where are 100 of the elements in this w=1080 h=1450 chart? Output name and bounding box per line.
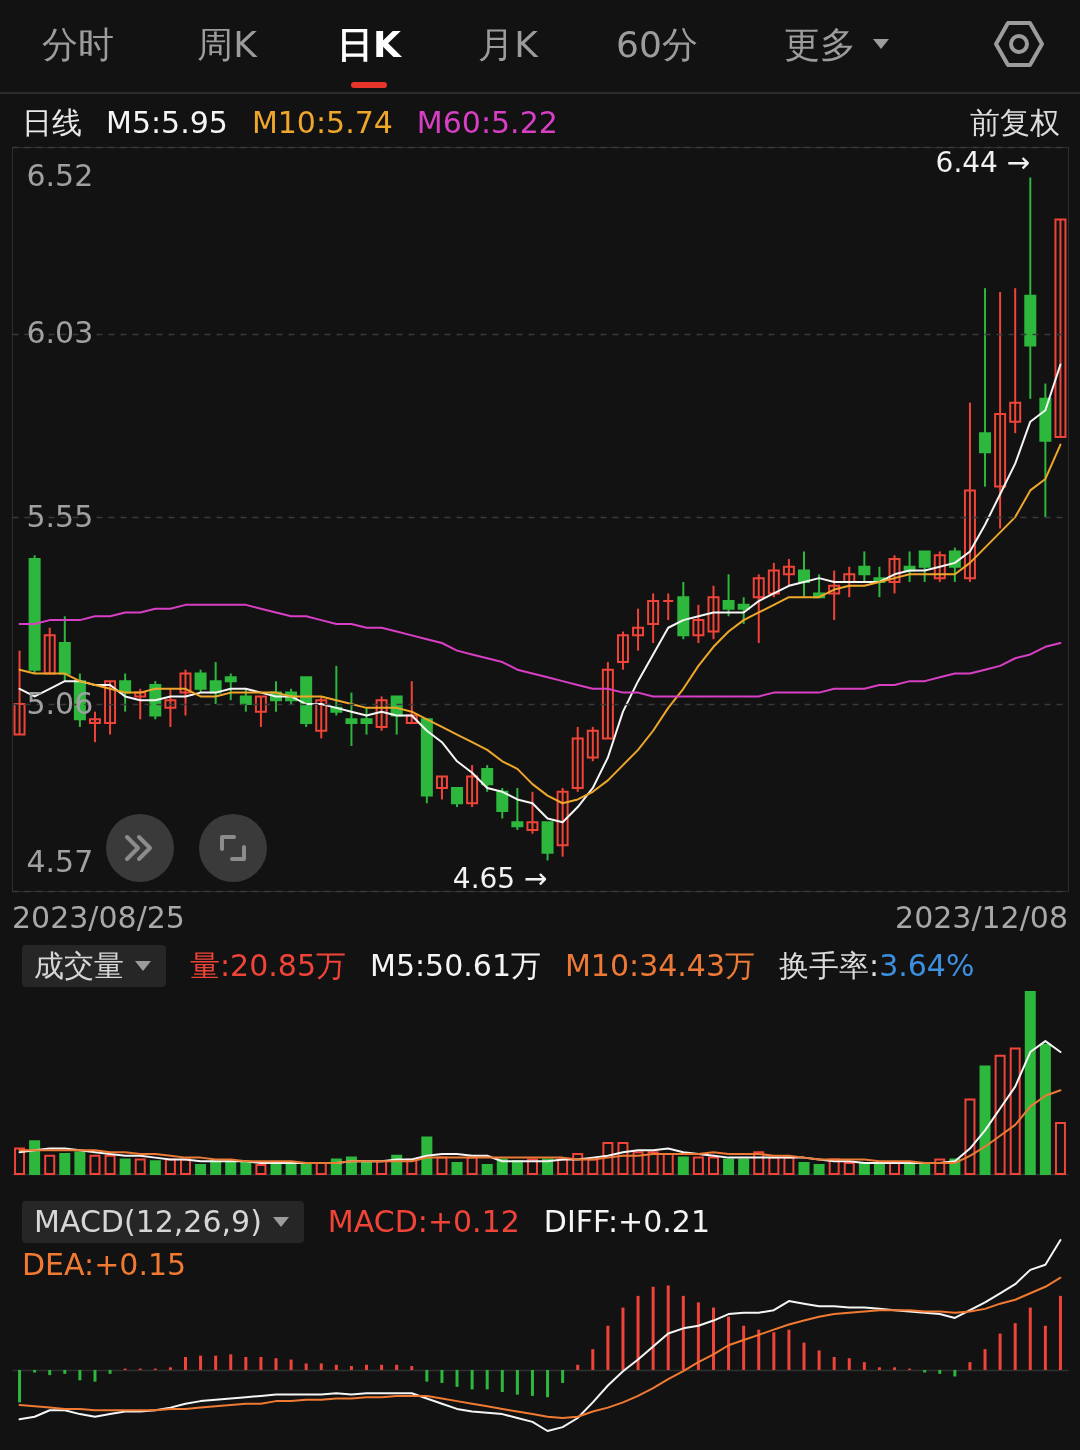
bar xyxy=(979,1065,991,1175)
y-tick-label: 5.55 xyxy=(26,498,94,534)
bar xyxy=(78,1369,82,1381)
bar xyxy=(168,1367,172,1370)
bar xyxy=(33,1369,37,1373)
bar xyxy=(455,1369,459,1387)
bar xyxy=(862,1362,866,1370)
text: M5:50.61万 xyxy=(370,947,541,985)
bar xyxy=(183,1356,187,1370)
text: 周K xyxy=(197,24,257,66)
bar xyxy=(410,1366,414,1370)
bar xyxy=(647,1151,659,1175)
bar xyxy=(696,1302,700,1370)
bar xyxy=(365,1364,369,1370)
bar xyxy=(621,1307,625,1370)
bar xyxy=(406,1158,418,1175)
bar xyxy=(18,1369,22,1403)
text: 更多 xyxy=(784,24,856,66)
text: M5:5.95 xyxy=(106,104,228,142)
bar xyxy=(380,1364,384,1370)
bar xyxy=(485,1369,489,1390)
bar xyxy=(14,1147,26,1175)
bar xyxy=(889,1162,901,1175)
bar xyxy=(255,1163,267,1175)
bar xyxy=(436,1156,448,1175)
bar xyxy=(681,1295,685,1370)
bar xyxy=(632,1151,644,1175)
bar xyxy=(557,1158,569,1175)
bar xyxy=(651,1286,655,1370)
bar xyxy=(104,1154,116,1175)
bar xyxy=(591,1349,595,1370)
bar xyxy=(440,1369,444,1383)
bar xyxy=(576,1364,580,1370)
bar xyxy=(304,1363,308,1370)
bar xyxy=(768,1156,780,1175)
bar xyxy=(772,1332,776,1370)
bar xyxy=(179,1158,191,1175)
bar xyxy=(93,1369,97,1382)
bar xyxy=(998,1333,1002,1370)
bar xyxy=(783,1156,795,1175)
bar xyxy=(934,1158,946,1175)
bar xyxy=(742,1325,746,1370)
bar xyxy=(798,1162,810,1175)
legend-title: MACD(12,26,9) xyxy=(34,1203,262,1241)
bar xyxy=(240,1162,252,1175)
bar xyxy=(334,1364,338,1370)
bar xyxy=(1009,1047,1021,1175)
bar xyxy=(225,1160,237,1175)
bar xyxy=(349,1366,353,1370)
bar xyxy=(289,1359,293,1370)
bar xyxy=(738,1158,750,1175)
text: M10:5.74 xyxy=(251,104,393,142)
bar xyxy=(983,1349,987,1370)
bar xyxy=(466,1156,478,1175)
bar xyxy=(259,1356,263,1370)
bar xyxy=(214,1355,218,1370)
bar xyxy=(617,1142,629,1175)
bar xyxy=(195,1163,207,1175)
bar xyxy=(319,1363,323,1370)
text: 量:20.85万 xyxy=(190,947,346,985)
bar xyxy=(662,1152,674,1175)
bar xyxy=(395,1364,399,1370)
text: 前复权 xyxy=(970,105,1060,140)
bar xyxy=(149,1160,161,1175)
bar xyxy=(274,1358,278,1370)
bar xyxy=(229,1354,233,1370)
dropdown-box: 成交量 xyxy=(22,945,166,987)
bar xyxy=(727,1316,731,1370)
dropdown-box: MACD(12,26,9) xyxy=(22,1201,304,1243)
text: M60:5.22 xyxy=(416,104,558,142)
bar xyxy=(29,1140,41,1175)
bar xyxy=(723,1158,735,1175)
bar xyxy=(817,1350,821,1370)
bar xyxy=(451,1162,463,1175)
bar xyxy=(561,1369,565,1383)
bar xyxy=(1024,991,1036,1175)
bar xyxy=(511,1160,523,1175)
text: M10:34.43万 xyxy=(564,947,756,985)
bar xyxy=(893,1367,897,1370)
bar xyxy=(376,1160,388,1175)
bar xyxy=(315,1162,327,1175)
bar xyxy=(692,1156,704,1175)
bar xyxy=(1028,1307,1032,1370)
text: 换手率:3.64% xyxy=(779,948,975,983)
annotation: 4.65 → xyxy=(452,862,548,896)
bar xyxy=(636,1295,640,1370)
bar xyxy=(677,1156,689,1175)
bar xyxy=(707,1156,719,1175)
text: DEA:+0.15 xyxy=(22,1246,187,1284)
bar xyxy=(89,1154,101,1175)
bar xyxy=(968,1362,972,1370)
bar xyxy=(59,1152,71,1175)
bar xyxy=(802,1342,806,1370)
bar xyxy=(470,1369,474,1390)
y-tick-label: 6.03 xyxy=(26,315,94,351)
bar xyxy=(546,1369,550,1398)
bar xyxy=(994,1054,1006,1175)
bar xyxy=(134,1158,146,1175)
bar xyxy=(1039,1043,1051,1175)
text: 2023/12/08 xyxy=(895,900,1068,935)
